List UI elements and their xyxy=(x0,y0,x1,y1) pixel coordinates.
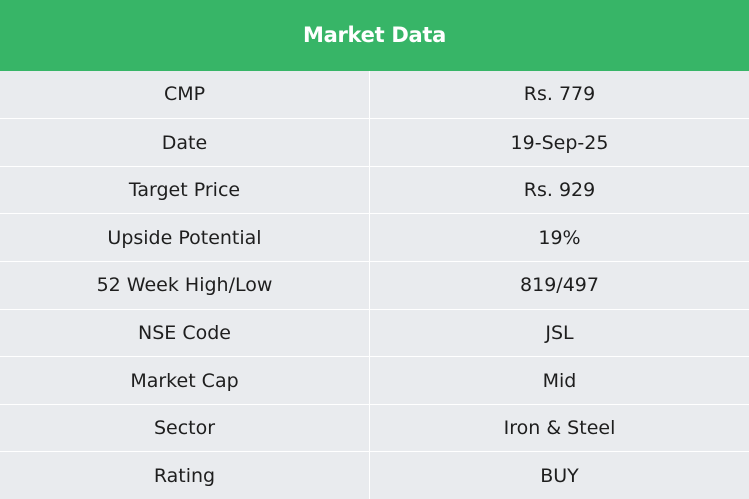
row-value: Iron & Steel xyxy=(503,417,616,440)
row-label: Target Price xyxy=(0,166,370,214)
row-value: BUY xyxy=(540,464,579,487)
table-row-sector: Sector Iron & Steel xyxy=(0,403,749,452)
row-label: Date xyxy=(0,119,370,166)
table-row-52-week-high-low: 52 Week High/Low 819/497 xyxy=(0,261,749,309)
row-label: Upside Potential xyxy=(0,214,370,262)
table-body: CMP Rs. 779 Date 19-Sep-25 Target Price … xyxy=(0,70,749,499)
table-row-cmp: CMP Rs. 779 xyxy=(0,70,749,119)
row-value: 19% xyxy=(538,226,581,249)
table-row-market-cap: Market Cap Mid xyxy=(0,356,749,404)
table-row-rating: Rating BUY xyxy=(0,451,749,499)
table-row-target-price: Target Price Rs. 929 xyxy=(0,165,749,214)
row-label: 52 Week High/Low xyxy=(0,262,370,309)
row-value: 819/497 xyxy=(520,274,599,297)
row-label: NSE Code xyxy=(0,309,370,357)
row-label: Market Cap xyxy=(0,357,370,404)
row-label: CMP xyxy=(0,70,370,119)
row-value: 19-Sep-25 xyxy=(510,131,609,154)
row-label: Sector xyxy=(0,404,370,452)
table-row-upside-potential: Upside Potential 19% xyxy=(0,213,749,262)
row-value: Rs. 929 xyxy=(523,179,596,202)
table-row-nse-code: NSE Code JSL xyxy=(0,308,749,357)
row-value: Rs. 779 xyxy=(523,83,596,106)
row-value: Mid xyxy=(542,369,577,392)
table-title: Market Data xyxy=(303,23,446,48)
row-value: JSL xyxy=(545,321,574,344)
table-row-date: Date 19-Sep-25 xyxy=(0,118,749,166)
table-header: Market Data xyxy=(0,0,749,71)
row-label: Rating xyxy=(0,452,370,499)
